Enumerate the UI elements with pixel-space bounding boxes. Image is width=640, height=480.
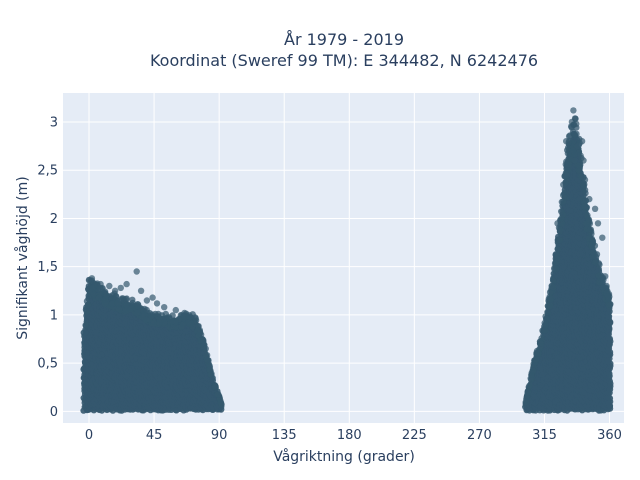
- scatter-point: [95, 294, 103, 301]
- scatter-point: [114, 300, 122, 307]
- scatter-point: [214, 391, 221, 398]
- scatter-point: [143, 306, 150, 314]
- scatter-point: [134, 309, 141, 316]
- scatter-point: [207, 371, 214, 378]
- scatter-point: [103, 292, 110, 299]
- scatter-point: [82, 322, 89, 329]
- scatter-point: [150, 320, 157, 327]
- scatter-point: [148, 312, 155, 320]
- scatter-point: [123, 295, 130, 302]
- scatter-point: [212, 383, 219, 390]
- data-points: [80, 107, 614, 414]
- scatter-point: [156, 319, 163, 326]
- scatter-point: [115, 305, 123, 313]
- scatter-point: [202, 345, 209, 352]
- scatter-point: [123, 301, 130, 309]
- chart-title-line1: År 1979 - 2019: [284, 30, 404, 49]
- scatter-point: [101, 300, 109, 307]
- scatter-point: [189, 323, 196, 330]
- scatter-point: [203, 356, 211, 363]
- scatter-point: [197, 337, 204, 344]
- scatter-point: [142, 316, 150, 324]
- scatter-point: [196, 330, 204, 337]
- scatter-point: [83, 308, 91, 315]
- chart-title-line2: Koordinat (Sweref 99 TM): E 344482, N 62…: [150, 51, 538, 70]
- scatter-point: [134, 302, 141, 310]
- scatter-point: [178, 323, 185, 330]
- scatter-point: [191, 314, 199, 321]
- scatter-point: [169, 317, 176, 325]
- scatter-point: [218, 401, 225, 408]
- scatter-point: [83, 297, 91, 305]
- scatter-point: [109, 300, 116, 307]
